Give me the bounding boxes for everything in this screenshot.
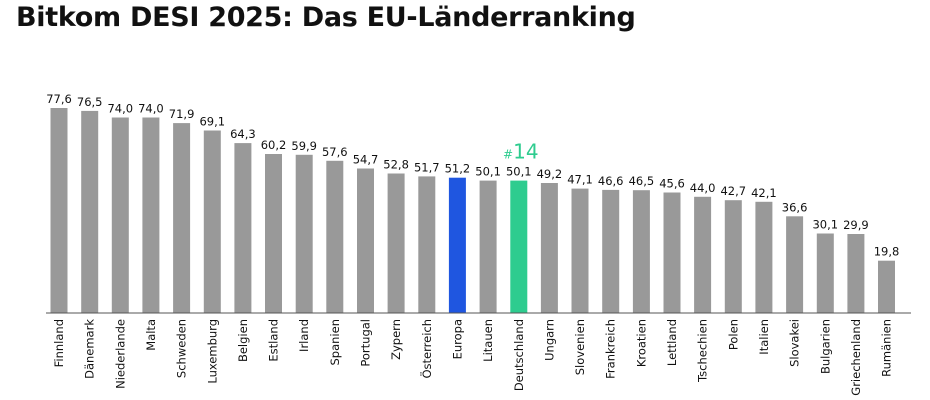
tick-label-litauen: Litauen xyxy=(481,319,495,362)
tick-label-portugal: Portugal xyxy=(359,319,373,367)
value-label-daenemark: 76,5 xyxy=(77,95,103,109)
value-label-finnland: 77,6 xyxy=(46,92,72,106)
tick-label-ungarn: Ungarn xyxy=(542,319,556,361)
chart-title: Bitkom DESI 2025: Das EU-Länderranking xyxy=(16,2,636,33)
tick-label-italien: Italien xyxy=(757,319,771,355)
value-label-niederlande: 74,0 xyxy=(107,102,133,116)
tick-label-irland: Irland xyxy=(297,319,311,352)
bar-spanien xyxy=(326,160,344,313)
tick-label-lettland: Lettland xyxy=(665,319,679,366)
bars-group xyxy=(50,108,895,314)
value-label-malta: 74,0 xyxy=(138,102,164,116)
value-label-rumaenien: 19,8 xyxy=(874,245,900,259)
value-label-estland: 60,2 xyxy=(261,138,287,152)
value-label-frankreich: 46,6 xyxy=(598,174,624,188)
value-label-zypern: 52,8 xyxy=(383,158,409,172)
value-labels-group: 77,6 76,5 74,0 74,0 71,9 69,1 64,3 60,2 59,9 57,6… xyxy=(46,92,899,259)
tick-label-polen: Polen xyxy=(726,319,740,350)
tick-label-frankreich: Frankreich xyxy=(604,319,618,379)
tick-label-spanien: Spanien xyxy=(328,319,342,366)
value-label-irland: 59,9 xyxy=(291,139,317,153)
tick-label-niederlande: Niederlande xyxy=(113,319,127,389)
value-label-europa: 51,2 xyxy=(445,162,471,176)
tick-label-estland: Estland xyxy=(267,319,281,362)
value-label-kroatien: 46,5 xyxy=(629,174,655,188)
bar-luxemburg xyxy=(203,130,221,313)
tick-label-kroatien: Kroatien xyxy=(634,319,648,367)
tick-label-slovakei: Slovakei xyxy=(788,319,802,367)
bar-zypern xyxy=(387,173,405,313)
value-label-belgien: 64,3 xyxy=(230,127,256,141)
bar-tschechien xyxy=(694,196,712,313)
value-label-slovenien: 47,1 xyxy=(567,173,593,187)
bar-rumaenien xyxy=(878,260,895,313)
tick-label-bulgarien: Bulgarien xyxy=(818,319,832,374)
value-label-polen: 42,7 xyxy=(720,184,746,198)
annotations-group: #14 xyxy=(503,140,539,164)
bar-portugal xyxy=(357,168,374,313)
value-label-portugal: 54,7 xyxy=(353,153,379,167)
tick-label-deutschland: Deutschland xyxy=(512,319,526,391)
bar-belgien xyxy=(234,143,252,313)
bar-finnland xyxy=(50,108,68,313)
tick-labels-group: Finnland Dänemark Niederlande Malta Schweden… xyxy=(52,319,894,396)
bar-slovenien xyxy=(571,188,589,313)
value-label-griechenland: 29,9 xyxy=(843,218,869,232)
tick-label-malta: Malta xyxy=(144,319,158,351)
bar-irland xyxy=(295,154,313,313)
bar-griechenland xyxy=(847,234,865,313)
tick-label-schweden: Schweden xyxy=(175,319,189,378)
bar-europa xyxy=(448,177,466,313)
bar-estland xyxy=(265,154,282,313)
bar-deutschland xyxy=(510,180,528,313)
bar-kroatien xyxy=(632,190,650,313)
value-label-lettland: 45,6 xyxy=(659,177,685,191)
rank-hash-symbol: # xyxy=(503,148,513,162)
rank-annotation-deutschland: #14 xyxy=(503,140,539,164)
value-label-spanien: 57,6 xyxy=(322,145,348,159)
tick-label-zypern: Zypern xyxy=(389,319,403,360)
bar-frankreich xyxy=(602,189,620,313)
bar-italien xyxy=(755,201,773,313)
value-label-schweden: 71,9 xyxy=(169,107,195,121)
bar-niederlande xyxy=(111,117,129,313)
bar-polen xyxy=(724,200,742,313)
value-label-bulgarien: 30,1 xyxy=(812,218,838,232)
value-label-tschechien: 44,0 xyxy=(690,181,716,195)
bar-slovakei xyxy=(786,216,804,313)
rank-number: 14 xyxy=(513,140,538,164)
value-label-italien: 42,1 xyxy=(751,186,777,200)
bar-litauen xyxy=(479,180,497,313)
tick-label-slovenien: Slovenien xyxy=(573,319,587,375)
bar-daenemark xyxy=(81,110,99,314)
value-label-deutschland: 50,1 xyxy=(506,165,532,179)
tick-label-luxemburg: Luxemburg xyxy=(205,319,219,384)
tick-label-oesterreich: Österreich xyxy=(418,319,434,379)
bar-ungarn xyxy=(540,183,558,313)
tick-label-europa: Europa xyxy=(450,319,464,359)
bar-lettland xyxy=(663,192,681,313)
value-label-luxemburg: 69,1 xyxy=(199,115,225,129)
bar-malta xyxy=(142,117,160,313)
tick-label-tschechien: Tschechien xyxy=(696,319,710,383)
value-label-oesterreich: 51,7 xyxy=(414,160,440,174)
tick-label-rumaenien: Rumänien xyxy=(880,319,894,377)
value-label-ungarn: 49,2 xyxy=(537,167,563,181)
tick-label-griechenland: Griechenland xyxy=(849,319,863,396)
value-label-litauen: 50,1 xyxy=(475,165,501,179)
tick-label-daenemark: Dänemark xyxy=(83,319,97,379)
value-label-slovakei: 36,6 xyxy=(782,200,808,214)
bar-oesterreich xyxy=(418,176,436,313)
bar-schweden xyxy=(173,123,191,313)
tick-label-belgien: Belgien xyxy=(236,319,250,362)
tick-label-finnland: Finnland xyxy=(52,319,66,367)
bar-bulgarien xyxy=(816,233,834,313)
